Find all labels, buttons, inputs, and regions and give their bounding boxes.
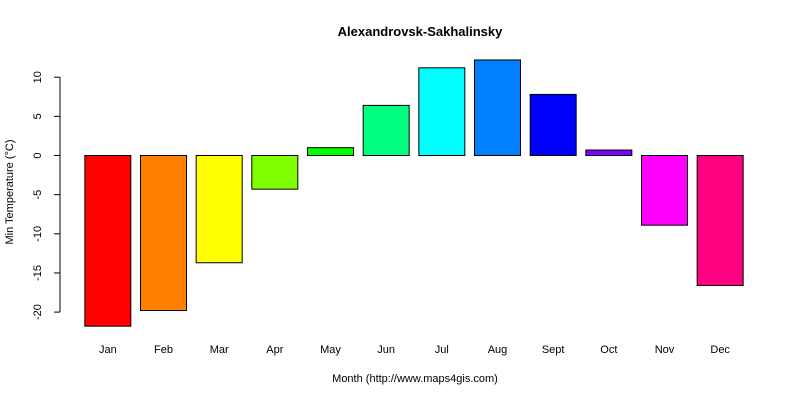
x-tick-label: Nov (655, 344, 675, 356)
bar-may (307, 147, 354, 156)
y-tick-label: -15 (32, 265, 44, 281)
chart-title: Alexandrovsk-Sakhalinsky (338, 24, 504, 39)
x-tick-label: Apr (266, 344, 283, 356)
y-tick-label: -5 (32, 190, 44, 200)
y-tick-label: -20 (32, 304, 44, 320)
x-tick-label: Oct (600, 344, 617, 356)
bar-sept (529, 93, 577, 157)
x-tick-label: Dec (710, 344, 730, 356)
x-axis-label: Month (http://www.maps4gis.com) (332, 373, 498, 385)
x-tick-label: Mar (210, 344, 229, 356)
x-tick-label: Feb (154, 344, 173, 356)
bar-jun (362, 104, 410, 156)
bar-jan (84, 155, 132, 327)
bar-aug (474, 59, 521, 156)
y-tick-label: 0 (32, 152, 44, 158)
x-tick-label: May (320, 344, 341, 356)
x-tick-label: Jul (435, 344, 449, 356)
y-tick-label: 10 (32, 71, 44, 83)
bar-jul (418, 67, 466, 156)
bar-feb (140, 155, 187, 312)
x-tick-label: Aug (488, 344, 508, 356)
y-axis-label: Min Temperature (°C) (4, 139, 16, 244)
bar-nov (641, 155, 688, 226)
x-tick-label: Jan (99, 344, 117, 356)
y-tick-label: -10 (32, 226, 44, 242)
bar-oct (585, 149, 633, 156)
bar-mar (195, 155, 243, 264)
y-axis: 10 5 0 -5 -10 -15 -20 (32, 71, 61, 320)
x-tick-label: Sept (542, 344, 565, 356)
y-tick-label: 5 (32, 113, 44, 119)
x-tick-labels: Jan Feb Mar Apr May Jun Jul Aug Sept Oct Nov Dec (99, 344, 730, 356)
x-tick-label: Jun (377, 344, 395, 356)
bar-apr (251, 155, 299, 190)
bar-dec (696, 155, 744, 286)
bars-group (84, 59, 744, 327)
